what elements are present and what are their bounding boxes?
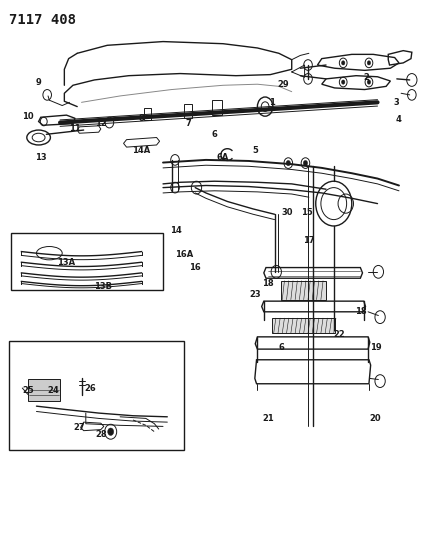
- Bar: [11, 233, 163, 290]
- Text: 12: 12: [95, 119, 107, 128]
- Text: 18: 18: [262, 279, 274, 288]
- Text: 17: 17: [303, 237, 315, 245]
- Text: 6: 6: [211, 130, 218, 139]
- Text: 13B: 13B: [94, 282, 112, 291]
- Text: 5: 5: [252, 146, 258, 155]
- Circle shape: [367, 80, 371, 84]
- Bar: [184, 104, 192, 118]
- Circle shape: [108, 428, 114, 435]
- Circle shape: [341, 61, 345, 65]
- Text: 7117 408: 7117 408: [9, 13, 76, 27]
- Circle shape: [303, 160, 308, 166]
- Circle shape: [367, 61, 371, 65]
- Text: 2: 2: [364, 73, 370, 82]
- Circle shape: [341, 80, 345, 84]
- Text: 25: 25: [22, 386, 34, 394]
- Text: 27: 27: [73, 423, 85, 432]
- Text: 29: 29: [277, 80, 289, 88]
- Text: 1: 1: [269, 98, 275, 107]
- Text: 30: 30: [282, 208, 293, 216]
- Text: 3: 3: [394, 98, 400, 107]
- Text: 9: 9: [36, 78, 42, 87]
- Text: 14A: 14A: [133, 147, 151, 155]
- Text: 6A: 6A: [217, 153, 229, 161]
- Bar: [28, 379, 60, 401]
- Text: 10: 10: [22, 112, 34, 120]
- Bar: [272, 318, 335, 333]
- Text: 16: 16: [189, 263, 201, 272]
- Text: 19: 19: [369, 343, 381, 352]
- Text: 6: 6: [278, 343, 284, 352]
- Text: 13: 13: [35, 153, 47, 161]
- Text: 23: 23: [249, 290, 261, 298]
- Text: 28: 28: [95, 430, 107, 439]
- Text: 20: 20: [369, 414, 381, 423]
- Text: 15: 15: [301, 208, 313, 216]
- Text: 11: 11: [69, 125, 81, 133]
- Text: 18: 18: [354, 308, 366, 316]
- Circle shape: [286, 160, 290, 166]
- Text: 13A: 13A: [57, 258, 76, 266]
- Text: 14: 14: [170, 226, 182, 235]
- Text: 4: 4: [396, 116, 402, 124]
- Bar: [281, 281, 326, 300]
- Text: 7: 7: [186, 119, 192, 128]
- Text: 21: 21: [262, 414, 274, 423]
- Text: 24: 24: [48, 386, 60, 394]
- Text: 26: 26: [84, 384, 96, 392]
- Bar: [144, 108, 151, 120]
- Bar: [9, 341, 184, 450]
- Bar: [212, 100, 222, 115]
- Text: 22: 22: [333, 330, 345, 339]
- Text: 8: 8: [139, 114, 145, 123]
- Text: 16A: 16A: [175, 251, 193, 259]
